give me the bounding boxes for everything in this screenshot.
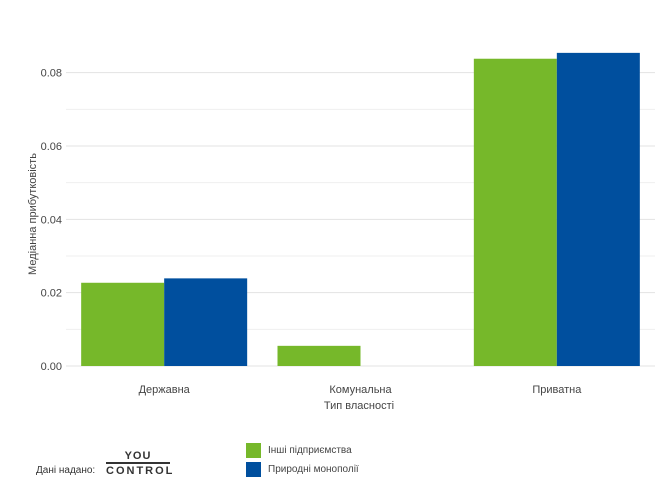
bar-monopolies[interactable]	[164, 278, 248, 366]
x-axis-label: Тип власності	[324, 400, 394, 412]
logo-line-2: CONTROL	[106, 462, 172, 477]
bars	[81, 52, 640, 366]
legend: Інші підприємства Природні монополії	[246, 442, 359, 480]
legend-label-monopolies: Природні монополії	[268, 463, 359, 475]
y-tick-label: 0.08	[41, 68, 62, 80]
y-tick-label: 0.00	[41, 361, 62, 373]
x-tick-label: Державна	[139, 384, 191, 396]
legend-label-other: Інші підприємства	[268, 444, 352, 456]
legend-item-other[interactable]: Інші підприємства	[246, 442, 359, 458]
bar-other[interactable]	[277, 345, 361, 366]
bar-chart: 0.00 0.02 0.04 0.06 0.08 Державна Комунальна П…	[27, 52, 655, 412]
y-axis-label: Медіанна прибутковість	[27, 153, 39, 275]
data-credit-label: Дані надано:	[36, 465, 96, 476]
logo-line-1: YOU	[124, 450, 152, 462]
y-tick-label: 0.04	[41, 214, 62, 226]
bar-monopolies[interactable]	[556, 52, 640, 366]
y-ticks: 0.00 0.02 0.04 0.06 0.08	[41, 68, 62, 373]
x-tick-label: Приватна	[532, 384, 582, 396]
legend-swatch-monopolies	[246, 461, 261, 477]
legend-swatch-other	[246, 442, 261, 458]
bar-other[interactable]	[473, 58, 557, 366]
x-tick-label: Комунальна	[329, 384, 392, 396]
bar-other[interactable]	[81, 282, 165, 366]
y-tick-label: 0.02	[41, 288, 62, 300]
youcontrol-logo[interactable]: YOU CONTROL	[106, 450, 172, 477]
y-tick-label: 0.06	[41, 141, 62, 153]
legend-item-monopolies[interactable]: Природні монополії	[246, 461, 359, 477]
x-ticks: Державна Комунальна Приватна	[139, 384, 583, 396]
